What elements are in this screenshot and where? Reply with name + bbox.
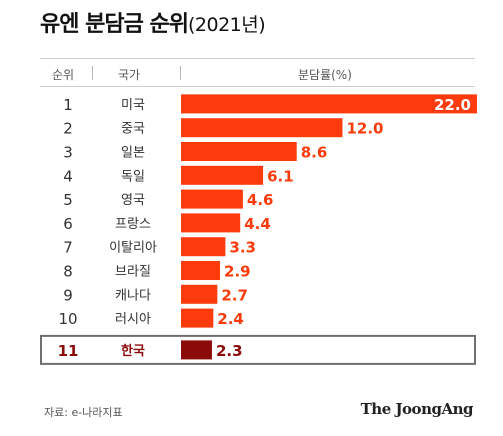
- value-label: 8.6: [301, 144, 328, 162]
- country-label: 러시아: [115, 312, 151, 327]
- rank-label: 6: [63, 215, 73, 233]
- country-label: 독일: [121, 169, 145, 184]
- bar: [181, 189, 243, 209]
- rank-label: 7: [63, 239, 73, 257]
- chart-title: 유엔 분담금 순위(2021년): [40, 6, 266, 40]
- value-label: 2.3: [216, 342, 243, 360]
- value-label: 3.3: [229, 239, 256, 257]
- country-label: 중국: [121, 122, 145, 137]
- value-label: 2.7: [221, 286, 248, 304]
- value-label: 4.6: [247, 191, 274, 209]
- bar: [181, 340, 212, 360]
- country-label: 일본: [121, 146, 145, 161]
- header-top-rule: [40, 58, 475, 59]
- publisher-logo: The JoongAng: [360, 400, 474, 418]
- bar: [181, 213, 241, 233]
- value-label: 6.1: [267, 167, 294, 185]
- rank-label: 9: [63, 286, 73, 304]
- country-label: 영국: [121, 193, 145, 208]
- value-label: 22.0: [434, 96, 471, 114]
- rank-label: 4: [63, 167, 73, 185]
- country-label: 캐나다: [115, 288, 151, 303]
- value-label: 12.0: [346, 120, 383, 138]
- country-label: 이탈리아: [109, 241, 157, 256]
- country-label: 프랑스: [115, 217, 151, 232]
- bar: [181, 94, 477, 114]
- country-label: 브라질: [115, 265, 151, 280]
- value-label: 4.4: [244, 215, 271, 233]
- country-label: 한국: [121, 343, 145, 359]
- rank-label: 3: [63, 144, 73, 162]
- rank-label: 8: [63, 263, 73, 281]
- bar: [181, 284, 218, 304]
- rank-label: 2: [63, 120, 73, 138]
- value-label: 2.4: [217, 310, 244, 328]
- rank-label: 5: [63, 191, 73, 209]
- rank-label: 1: [63, 96, 73, 114]
- chart-title-main: 유엔 분담금 순위: [40, 12, 189, 37]
- highlight-row-frame: [40, 334, 476, 365]
- rank-label: 11: [58, 342, 79, 360]
- value-label: 2.9: [224, 263, 251, 281]
- chart-title-sub: (2021년): [188, 14, 266, 36]
- country-label: 미국: [121, 98, 145, 113]
- bar: [181, 237, 226, 257]
- header-share: 분담률(%): [298, 68, 352, 82]
- bar: [181, 261, 221, 280]
- bar: [181, 142, 297, 161]
- header-bottom-rule: [40, 86, 475, 87]
- header-rank: 순위: [52, 68, 75, 82]
- header-country: 국가: [118, 68, 141, 82]
- bar: [181, 308, 214, 328]
- header-separator: [180, 66, 181, 80]
- bar: [181, 165, 264, 185]
- header-separator: [92, 66, 93, 80]
- bar: [181, 118, 343, 138]
- rank-label: 10: [58, 310, 77, 328]
- source-note: 자료: e-나라지표: [44, 406, 123, 419]
